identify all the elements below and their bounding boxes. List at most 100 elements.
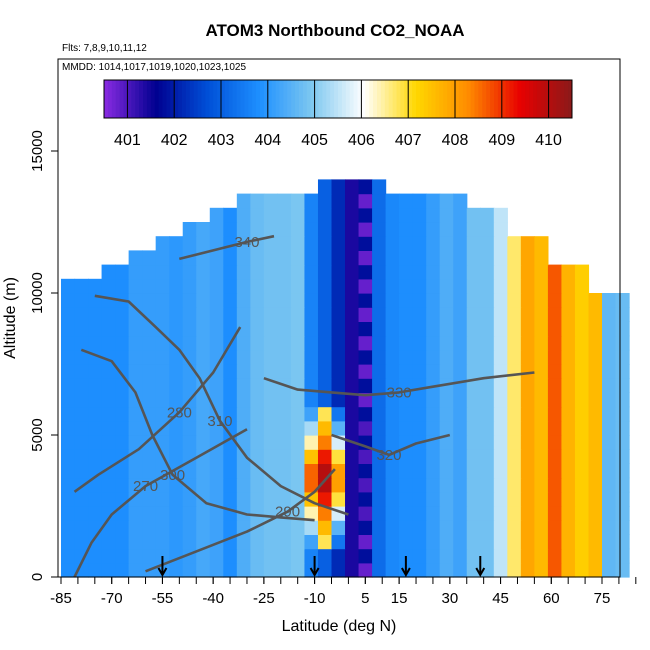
heatmap-cell <box>615 364 630 379</box>
heatmap-cell <box>345 378 360 393</box>
heatmap-cell <box>317 236 333 251</box>
heatmap-cell <box>561 477 576 493</box>
colorbar-segment <box>318 80 323 118</box>
heatmap-cell <box>547 463 563 479</box>
plot-frame <box>57 58 621 578</box>
heatmap-cell <box>61 293 76 308</box>
heatmap-cell <box>128 506 143 521</box>
heatmap-cell <box>101 548 116 564</box>
heatmap-cell <box>155 236 170 251</box>
colorbar-segment <box>193 80 199 118</box>
heatmap-cell <box>493 250 508 266</box>
heatmap-cell <box>602 392 617 408</box>
heatmap-cell <box>88 307 103 322</box>
heatmap-cell <box>169 250 184 266</box>
heatmap-cell <box>250 307 265 322</box>
colorbar-segment <box>252 80 257 118</box>
chart-title: ATOM3 Northbound CO2_NOAA <box>205 21 464 40</box>
heatmap-cell <box>250 562 265 578</box>
heatmap-cell <box>561 392 576 408</box>
heatmap-cell <box>74 278 89 294</box>
heatmap-cell <box>493 520 508 535</box>
heatmap-cell <box>209 435 224 450</box>
heatmap-cell <box>277 520 292 535</box>
heatmap-cell <box>561 378 576 393</box>
heatmap-cell <box>236 278 251 294</box>
heatmap-cell <box>317 548 333 564</box>
heatmap-cell <box>250 278 265 294</box>
heatmap-cell <box>426 420 441 436</box>
x-tick-label: 5 <box>361 590 369 607</box>
heatmap-cell <box>277 392 292 408</box>
heatmap-cell <box>358 236 373 251</box>
heatmap-cell <box>317 335 333 351</box>
heatmap-cell <box>547 420 563 436</box>
heatmap-cell <box>426 562 441 578</box>
heatmap-cell <box>412 506 427 521</box>
heatmap-cell <box>507 335 522 351</box>
heatmap-cell <box>480 207 495 223</box>
contour-line <box>80 348 315 522</box>
heatmap-cell <box>142 520 157 535</box>
heatmap-cell <box>453 321 468 337</box>
colorbar-segment <box>275 80 280 118</box>
heatmap-cell <box>236 250 251 266</box>
colorbar-frame <box>103 79 573 119</box>
heatmap-cell <box>345 293 360 308</box>
heatmap-cell <box>399 506 414 521</box>
heatmap-cell <box>223 278 238 294</box>
heatmap-cell <box>399 477 414 493</box>
heatmap-cell <box>196 520 211 535</box>
heatmap-cell <box>236 364 251 379</box>
heatmap-cell <box>61 364 76 379</box>
heatmap-cell <box>61 321 76 337</box>
heatmap-cell <box>209 506 224 521</box>
heatmap-cell <box>223 491 238 507</box>
heatmap-cell <box>547 293 563 308</box>
heatmap-cell <box>399 293 414 308</box>
heatmap-cell <box>223 548 238 564</box>
heatmap-cell <box>561 278 576 294</box>
colorbar-segment <box>287 80 292 118</box>
heatmap-cell <box>74 335 89 351</box>
heatmap-cell <box>115 406 130 422</box>
colorbar-segment <box>544 80 550 118</box>
heatmap-cell <box>223 449 238 464</box>
heatmap-cell <box>169 264 184 280</box>
heatmap-cell <box>290 420 306 436</box>
heatmap-cell <box>223 321 238 337</box>
heatmap-cell <box>331 520 346 535</box>
heatmap-cell <box>142 506 157 521</box>
heatmap-cell <box>574 307 590 322</box>
heatmap-cell <box>399 307 414 322</box>
heatmap-cell <box>115 463 130 479</box>
heatmap-cell <box>263 562 278 578</box>
heatmap-cell <box>74 463 89 479</box>
heatmap-cell <box>520 349 535 365</box>
heatmap-cell <box>317 250 333 266</box>
heatmap-cell <box>128 321 143 337</box>
flight-arrow-head <box>309 567 320 578</box>
heatmap-cell <box>331 562 346 578</box>
contour-label: 310 <box>207 413 232 430</box>
heatmap-cell <box>223 406 238 422</box>
heatmap-cell <box>426 548 441 564</box>
heatmap-cell <box>88 562 103 578</box>
colorbar-segment <box>295 80 300 118</box>
heatmap-cell <box>101 293 116 308</box>
heatmap-cell <box>182 477 197 493</box>
heatmap-cell <box>115 548 130 564</box>
heatmap-cell <box>74 506 89 521</box>
heatmap-cell <box>250 264 265 280</box>
heatmap-cell <box>439 335 454 351</box>
heatmap-cell <box>101 506 116 521</box>
heatmap-cell <box>290 406 306 422</box>
heatmap-cell <box>574 378 590 393</box>
heatmap-cell <box>169 392 184 408</box>
heatmap-cell <box>304 463 319 479</box>
heatmap-cell <box>493 207 508 223</box>
heatmap-cell <box>142 293 157 308</box>
heatmap-cell <box>358 335 373 351</box>
heatmap-cell <box>520 278 535 294</box>
heatmap-cell <box>317 349 333 365</box>
